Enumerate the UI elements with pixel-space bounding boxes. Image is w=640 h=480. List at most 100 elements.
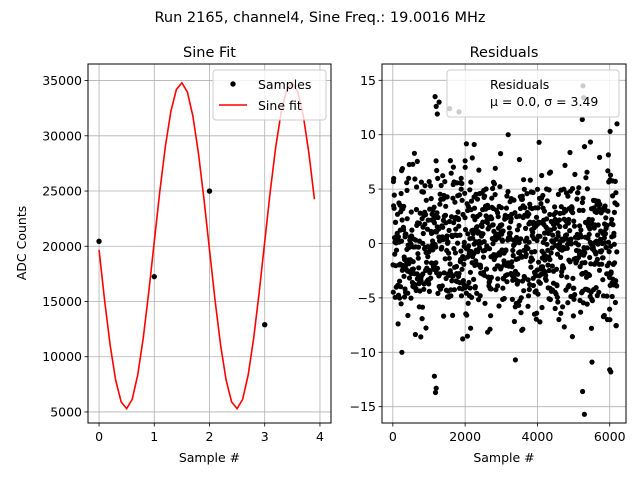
residual-point — [442, 212, 449, 218]
residual-point — [440, 224, 446, 230]
residual-point — [570, 275, 576, 281]
residual-outlier-point — [580, 388, 586, 395]
residual-point — [499, 222, 505, 228]
residuals-title: Residuals — [470, 45, 539, 61]
residual-point — [418, 278, 424, 284]
residuals-panel: Residuals 0 2000 4000 6000 −15 −10 −5 0 5 10 15 Sa… — [350, 45, 627, 465]
residual-point — [605, 168, 611, 174]
residual-point — [505, 189, 511, 195]
residual-point — [444, 233, 450, 239]
sine-fit-xtick-label: 1 — [150, 429, 158, 444]
residual-point — [588, 325, 595, 331]
residual-point — [509, 259, 515, 265]
residual-point — [406, 175, 412, 181]
residual-point — [462, 164, 468, 170]
residual-point — [443, 203, 449, 209]
residual-point — [608, 269, 614, 275]
residual-point — [492, 165, 498, 171]
residual-point — [445, 239, 451, 245]
residual-point — [516, 156, 523, 163]
residual-point — [420, 230, 426, 237]
residual-point — [610, 222, 616, 228]
residual-point — [551, 225, 558, 231]
residual-point — [594, 256, 601, 262]
residual-point — [431, 204, 437, 210]
residual-point — [555, 191, 562, 197]
residual-point — [495, 283, 501, 289]
residual-point — [420, 271, 426, 277]
residual-point — [597, 201, 603, 207]
residual-point — [568, 241, 574, 247]
sine-fit-ytick-label: 25000 — [42, 184, 82, 199]
residual-point — [532, 249, 538, 255]
residual-point — [413, 206, 419, 213]
residual-point — [436, 226, 442, 232]
residual-point — [456, 223, 462, 229]
sine-fit-ytick-label: 35000 — [42, 73, 82, 88]
residual-points — [390, 83, 620, 417]
sine-fit-title: Sine Fit — [183, 45, 236, 61]
residual-point — [431, 220, 437, 226]
residual-point — [435, 214, 441, 221]
residual-point — [537, 319, 543, 325]
residual-point — [507, 230, 513, 236]
residual-point — [458, 293, 465, 299]
residual-point — [450, 312, 456, 318]
residual-point — [433, 158, 439, 164]
residual-point — [459, 266, 465, 272]
residual-point — [423, 212, 429, 218]
residual-point — [570, 210, 576, 216]
sine-fit-ytick-label: 10000 — [42, 349, 82, 364]
residual-point — [569, 205, 575, 211]
residual-point — [524, 191, 530, 197]
residual-point — [393, 219, 399, 225]
residual-outlier-point — [433, 103, 439, 109]
sine-fit-ytick-label: 15000 — [42, 294, 82, 309]
residual-point — [399, 166, 405, 172]
residuals-xtick-label: 2000 — [449, 429, 481, 444]
residual-point — [490, 241, 496, 247]
residual-point — [405, 312, 411, 319]
residual-point — [434, 210, 440, 216]
residual-point — [503, 247, 509, 253]
residual-point — [417, 288, 423, 294]
residual-point — [450, 195, 456, 201]
residual-point — [555, 299, 561, 305]
residual-point — [610, 193, 616, 199]
residual-point — [525, 293, 532, 299]
residual-point — [565, 193, 571, 199]
residual-point — [605, 239, 612, 245]
residual-point — [481, 239, 487, 245]
residual-point — [427, 183, 434, 189]
residual-point — [542, 230, 548, 236]
residual-point — [455, 209, 461, 215]
residual-point — [467, 187, 473, 193]
residual-point — [435, 175, 441, 181]
residual-point — [482, 300, 488, 306]
residual-point — [474, 196, 481, 202]
sine-fit-ticks: 0 1 2 3 4 5000 10000 15000 20000 25000 30000 35000 — [42, 73, 324, 444]
residual-point — [542, 236, 548, 242]
residual-point — [423, 325, 429, 331]
residual-point — [404, 180, 410, 186]
residual-point — [437, 201, 443, 207]
residual-point — [452, 250, 458, 256]
residual-point — [465, 231, 471, 237]
residual-point — [547, 211, 553, 218]
residual-point — [561, 324, 567, 330]
sine-fit-ytick-label: 30000 — [42, 128, 82, 143]
residuals-xtick-label: 4000 — [522, 429, 554, 444]
residual-point — [419, 304, 426, 310]
residual-point — [447, 261, 453, 267]
residual-outlier-point — [471, 141, 477, 148]
sample-point — [151, 273, 157, 280]
residual-point — [437, 271, 443, 277]
residual-point — [448, 170, 454, 176]
sine-fit-xtick-label: 4 — [316, 429, 324, 444]
sine-fit-ylabel: ADC Counts — [14, 206, 29, 281]
residual-point — [587, 139, 594, 145]
residual-point — [482, 193, 488, 199]
residual-outlier-point — [607, 367, 613, 373]
residual-point — [491, 181, 497, 187]
residual-point — [553, 266, 560, 272]
